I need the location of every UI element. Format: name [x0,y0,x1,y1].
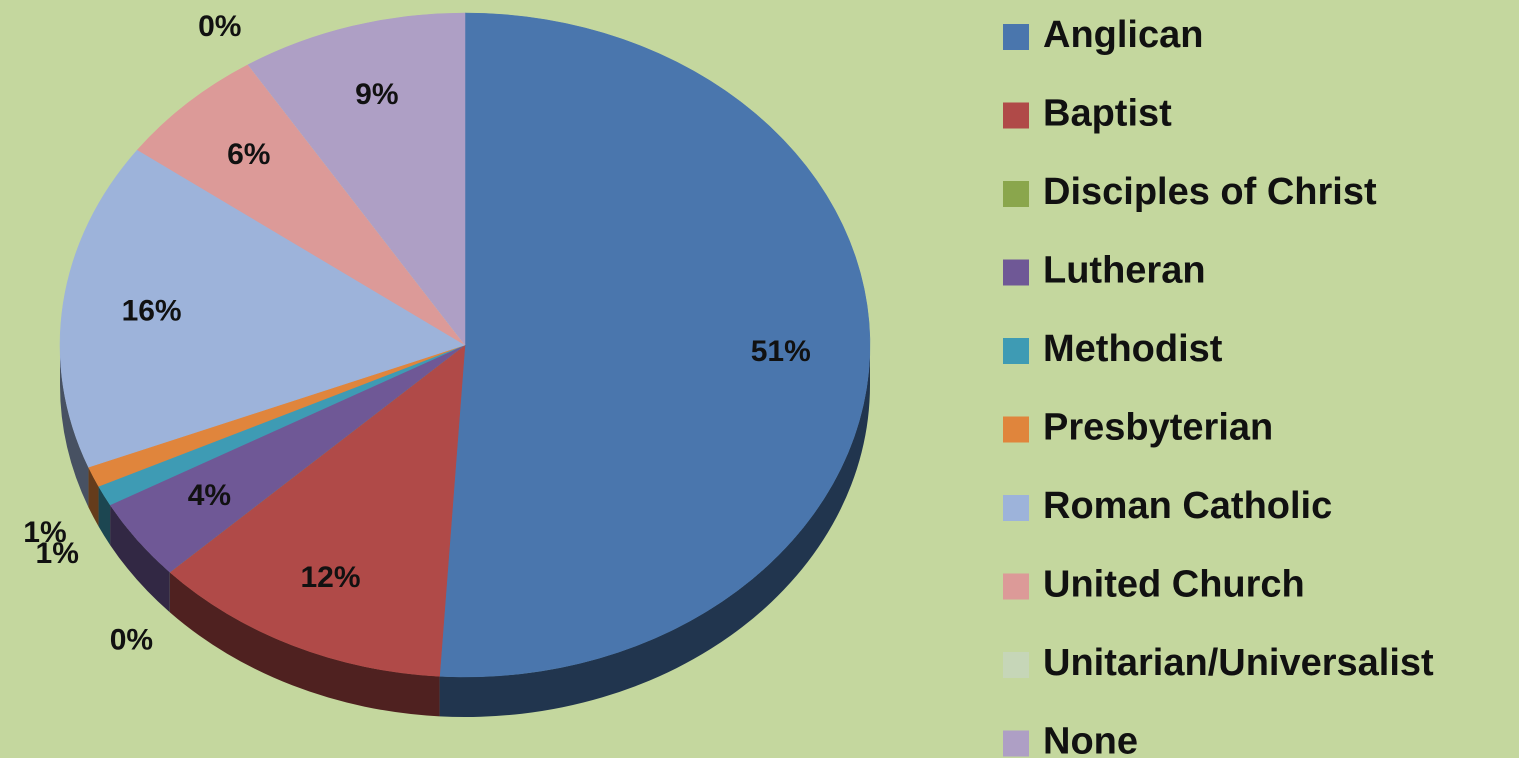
legend-label: Anglican [1043,14,1203,56]
legend-swatch [1003,416,1029,443]
slice [439,12,871,678]
slice-side [110,504,170,613]
legend-label: Unitarian/Universalist [1043,642,1434,684]
legend-swatch [1003,495,1029,521]
data-label: 0% [110,624,153,657]
data-label: 16% [122,294,182,327]
legend-label: Disciples of Christ [1043,171,1377,213]
slice-side [60,345,89,508]
legend-label: United Church [1043,564,1305,606]
legend-swatch [1003,730,1029,757]
data-label: 1% [23,516,66,549]
data-label: 6% [227,138,270,171]
data-label: 9% [355,78,398,111]
legend-swatch [1003,102,1029,129]
legend-swatch [1003,338,1029,364]
slice [59,149,466,468]
legend-label: Presbyterian [1043,407,1273,449]
legend-swatch [1003,652,1029,678]
data-label: 51% [751,335,811,368]
slice [169,344,466,677]
legend-label: Roman Catholic [1043,485,1332,527]
data-label: 4% [188,479,231,512]
legend-swatch [1003,259,1029,286]
slice [247,12,466,346]
legend-swatch [1003,181,1029,207]
legend-swatch [1003,573,1029,600]
data-label: 12% [300,561,360,594]
data-label: 0% [198,10,241,43]
data-label: 1% [36,537,79,570]
legend-label: None [1043,721,1138,758]
legend-label: Baptist [1043,93,1172,135]
legend-label: Methodist [1043,328,1223,370]
slice [136,64,466,346]
legend-label: Lutheran [1043,250,1206,292]
slice-side [169,572,440,717]
slice-side [439,345,870,717]
legend-swatch [1003,24,1029,50]
